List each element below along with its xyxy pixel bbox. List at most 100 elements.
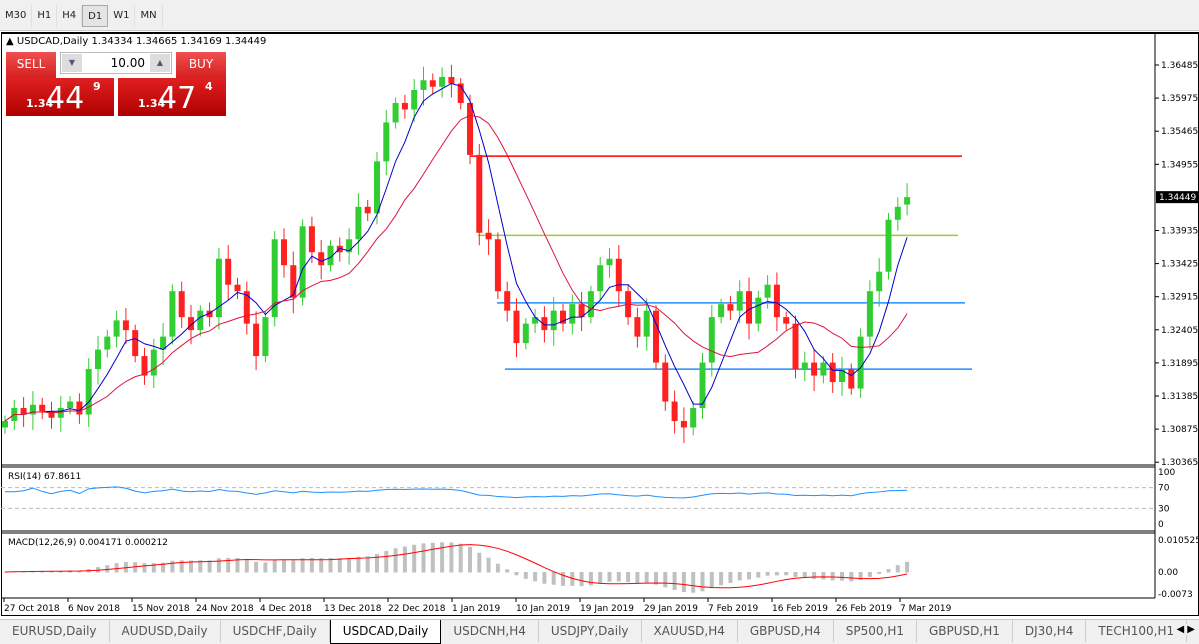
- timeframe-h1[interactable]: H1: [32, 5, 58, 27]
- candle-body[interactable]: [755, 297, 762, 324]
- candle-body[interactable]: [281, 239, 287, 266]
- candle-body[interactable]: [513, 310, 520, 344]
- timeframe-h4[interactable]: H4: [57, 5, 83, 27]
- candle-body[interactable]: [20, 408, 27, 415]
- candle-body[interactable]: [346, 239, 353, 253]
- candle-body[interactable]: [578, 304, 585, 318]
- candle-body[interactable]: [95, 349, 101, 370]
- lot-size-input[interactable]: 10.00: [110, 56, 145, 70]
- candle-body[interactable]: [476, 154, 483, 233]
- candle-body[interactable]: [504, 291, 511, 311]
- candle-body[interactable]: [169, 291, 176, 337]
- candle-body[interactable]: [299, 226, 306, 298]
- candle-body[interactable]: [783, 317, 790, 324]
- candle-body[interactable]: [541, 317, 548, 331]
- candle-body[interactable]: [39, 404, 46, 412]
- candle-body[interactable]: [643, 310, 650, 337]
- timeframe-m30[interactable]: M30: [0, 5, 33, 27]
- candle-body[interactable]: [318, 252, 325, 266]
- candle-body[interactable]: [122, 320, 129, 331]
- candle-body[interactable]: [225, 258, 232, 285]
- candle-body[interactable]: [894, 206, 901, 220]
- candle-body[interactable]: [253, 323, 260, 357]
- candle-body[interactable]: [401, 102, 408, 110]
- candle-body[interactable]: [522, 323, 529, 344]
- chart-tab[interactable]: USDJPY,Daily: [539, 620, 642, 642]
- candle-body[interactable]: [76, 401, 83, 415]
- candle-body[interactable]: [829, 362, 836, 383]
- candle-body[interactable]: [773, 284, 780, 318]
- candle-body[interactable]: [885, 219, 892, 272]
- candle-body[interactable]: [690, 408, 697, 428]
- timeframe-w1[interactable]: W1: [108, 5, 136, 27]
- candle-body[interactable]: [494, 239, 501, 292]
- candle-body[interactable]: [364, 206, 371, 214]
- candle-body[interactable]: [662, 362, 669, 402]
- chart-tab[interactable]: EURUSD,Daily: [0, 620, 110, 642]
- candle-body[interactable]: [839, 369, 845, 383]
- candle-body[interactable]: [597, 265, 604, 292]
- candle-body[interactable]: [429, 80, 436, 87]
- chart-tab[interactable]: TECH100,H1: [1086, 620, 1188, 642]
- candle-body[interactable]: [866, 291, 873, 337]
- candle-body[interactable]: [374, 161, 380, 214]
- candle-body[interactable]: [457, 83, 464, 103]
- candle-body[interactable]: [699, 362, 706, 409]
- candle-body[interactable]: [615, 258, 622, 292]
- candle-body[interactable]: [206, 310, 213, 318]
- candle-body[interactable]: [820, 362, 827, 376]
- candle-body[interactable]: [290, 265, 297, 298]
- candle-body[interactable]: [327, 245, 334, 266]
- chart-tab[interactable]: GBPUSD,H1: [917, 620, 1013, 642]
- decrease-lot-icon[interactable]: ▼: [62, 54, 82, 72]
- chart-tab[interactable]: SP500,H1: [834, 620, 917, 642]
- candle-body[interactable]: [680, 420, 687, 428]
- candle-body[interactable]: [671, 401, 678, 421]
- buy-price[interactable]: 1.34 47 4: [118, 78, 226, 116]
- timeframe-d1[interactable]: D1: [82, 5, 109, 27]
- chart-tab[interactable]: GBPUSD,H4: [738, 620, 834, 642]
- candle-body[interactable]: [57, 408, 64, 418]
- candle-body[interactable]: [560, 310, 566, 324]
- candle-body[interactable]: [48, 411, 55, 418]
- candle-body[interactable]: [876, 271, 883, 292]
- candle-body[interactable]: [85, 369, 92, 415]
- candle-body[interactable]: [727, 304, 734, 311]
- chart-tab[interactable]: USDCNH,H4: [441, 620, 539, 642]
- candle-body[interactable]: [160, 336, 167, 350]
- candle-body[interactable]: [271, 239, 278, 318]
- candle-body[interactable]: [420, 80, 427, 90]
- candle-body[interactable]: [29, 404, 36, 415]
- candle-body[interactable]: [718, 304, 725, 318]
- candle-body[interactable]: [197, 310, 204, 331]
- candle-body[interactable]: [178, 291, 185, 318]
- candle-body[interactable]: [262, 317, 269, 357]
- candle-body[interactable]: [801, 362, 808, 370]
- candle-body[interactable]: [308, 226, 315, 253]
- candle-body[interactable]: [746, 291, 752, 324]
- candle-body[interactable]: [634, 317, 641, 337]
- lot-size-stepper[interactable]: ▼ 10.00 ▲: [60, 52, 172, 74]
- candle-body[interactable]: [243, 291, 250, 324]
- candle-body[interactable]: [392, 102, 399, 123]
- candle-body[interactable]: [792, 323, 799, 370]
- candle-body[interactable]: [132, 330, 139, 357]
- candle-body[interactable]: [550, 310, 557, 331]
- candle-body[interactable]: [67, 401, 74, 409]
- candle-body[interactable]: [485, 232, 492, 240]
- chart-tab[interactable]: DJ30,H4: [1013, 620, 1087, 642]
- candle-body[interactable]: [141, 356, 148, 376]
- candle-body[interactable]: [383, 122, 390, 162]
- candle-body[interactable]: [653, 310, 659, 363]
- candle-body[interactable]: [606, 258, 613, 266]
- candle-body[interactable]: [215, 258, 222, 318]
- timeframe-mn[interactable]: MN: [135, 5, 163, 27]
- candle-body[interactable]: [2, 420, 8, 428]
- candle-body[interactable]: [857, 336, 864, 389]
- chart-tab[interactable]: USDCHF,Daily: [221, 620, 330, 642]
- candle-body[interactable]: [104, 336, 111, 350]
- candle-body[interactable]: [439, 77, 446, 87]
- candle-body[interactable]: [811, 362, 818, 376]
- candle-body[interactable]: [708, 317, 715, 363]
- candle-body[interactable]: [532, 317, 539, 324]
